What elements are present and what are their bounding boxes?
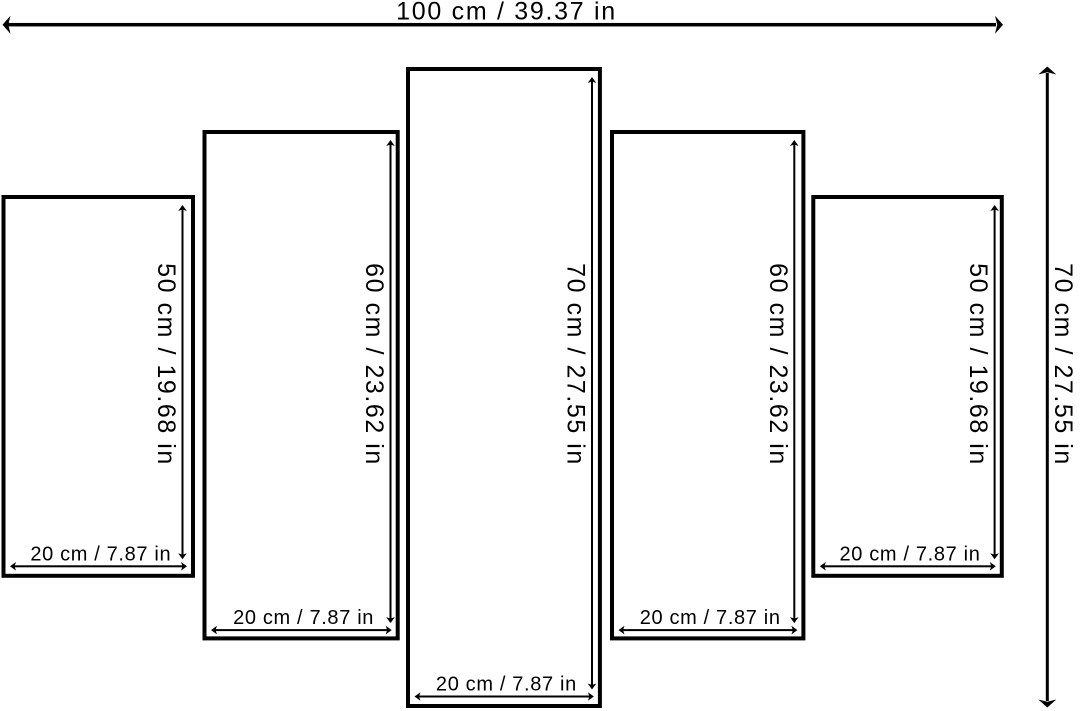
svg-text:100 cm / 39.37 in: 100 cm / 39.37 in	[396, 0, 617, 26]
svg-text:70 cm / 27.55 in: 70 cm / 27.55 in	[1049, 263, 1077, 466]
svg-text:20 cm / 7.87 in: 20 cm / 7.87 in	[640, 607, 781, 629]
svg-text:20 cm / 7.87 in: 20 cm / 7.87 in	[30, 543, 171, 565]
svg-text:70 cm / 27.55 in: 70 cm / 27.55 in	[562, 263, 590, 466]
svg-text:50 cm / 19.68 in: 50 cm / 19.68 in	[152, 263, 180, 466]
svg-text:20 cm / 7.87 in: 20 cm / 7.87 in	[840, 543, 981, 565]
svg-text:20 cm / 7.87 in: 20 cm / 7.87 in	[436, 674, 577, 696]
svg-text:60 cm / 23.62 in: 60 cm / 23.62 in	[764, 263, 792, 466]
svg-text:20 cm / 7.87 in: 20 cm / 7.87 in	[233, 607, 374, 629]
svg-text:60 cm / 23.62 in: 60 cm / 23.62 in	[360, 263, 388, 466]
svg-text:50 cm / 19.68 in: 50 cm / 19.68 in	[964, 263, 992, 466]
